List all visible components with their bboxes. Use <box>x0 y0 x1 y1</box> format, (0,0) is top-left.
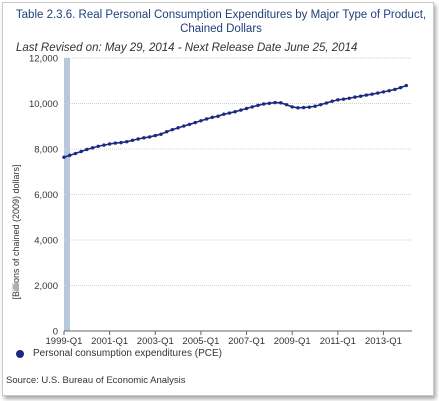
data-point-2011-Q1 <box>336 98 340 102</box>
series-layer <box>62 83 408 159</box>
data-point-2002-Q4 <box>147 135 152 139</box>
chart-panel: Table 2.3.6. Real Personal Consumption E… <box>2 2 434 396</box>
y-tick-label-2: 4,000 <box>34 236 58 247</box>
data-point-2011-Q4 <box>353 95 357 99</box>
chart-title-line-1: Table 2.3.6. Real Personal Consumption E… <box>15 9 427 21</box>
data-point-2010-Q4 <box>330 99 334 103</box>
data-point-2004-Q1 <box>176 126 180 130</box>
data-point-2006-Q3 <box>233 109 237 114</box>
source-note: Source: U.S. Bureau of Economic Analysis <box>6 375 186 386</box>
data-point-2005-Q3 <box>210 115 215 120</box>
data-point-2009-Q4 <box>307 105 312 109</box>
data-point-2012-Q4 <box>376 91 380 95</box>
data-point-2009-Q1 <box>290 105 294 109</box>
data-point-2003-Q3 <box>164 130 169 134</box>
y-tick-label-5: 10,000 <box>29 99 58 110</box>
chart-title: Table 2.3.6. Real Personal Consumption E… <box>11 8 431 36</box>
chart-legend: Personal consumption expenditures (PCE) <box>16 348 222 359</box>
legend-label: Personal consumption expenditures (PCE) <box>33 348 222 359</box>
data-point-1999-Q1 <box>62 155 66 159</box>
data-point-2007-Q4 <box>261 102 266 106</box>
y-tick-label-4: 8,000 <box>34 145 58 156</box>
data-point-2010-Q1 <box>313 104 317 108</box>
data-point-2010-Q3 <box>324 101 329 105</box>
data-point-1999-Q4 <box>79 149 83 154</box>
data-point-2005-Q1 <box>199 119 203 123</box>
tick-label-layer: 0 2,000 4,000 6,000 8,000 10,000 12,000 1999-Q1… <box>29 54 402 348</box>
y-axis-label: [Billions of chained (2009) dollars] <box>11 164 21 299</box>
axis-layer <box>63 330 412 335</box>
data-point-2002-Q1 <box>130 138 135 143</box>
data-point-2009-Q2 <box>296 106 300 110</box>
data-point-2000-Q2 <box>90 146 95 150</box>
chart-title-line-2: Chained Dollars <box>180 23 262 35</box>
data-point-2001-Q1 <box>107 142 112 146</box>
data-point-2007-Q2 <box>250 105 254 109</box>
data-point-2000-Q3 <box>96 144 100 148</box>
x-tick-label-7: 2013-Q1 <box>365 336 402 347</box>
data-point-2013-Q4 <box>398 85 403 90</box>
x-tick-label-4: 2007-Q1 <box>228 336 265 347</box>
data-point-2002-Q2 <box>136 137 140 141</box>
data-point-2010-Q2 <box>319 102 323 107</box>
data-point-2004-Q2 <box>182 124 186 128</box>
data-point-2013-Q3 <box>393 87 397 92</box>
x-tick-label-0: 1999-Q1 <box>46 336 83 347</box>
data-point-2000-Q4 <box>102 143 106 147</box>
data-point-2007-Q1 <box>244 106 249 111</box>
data-point-2012-Q3 <box>370 92 374 96</box>
x-tick-label-1: 2001-Q1 <box>91 336 128 347</box>
data-point-2007-Q3 <box>256 103 260 108</box>
data-point-2001-Q3 <box>119 140 123 145</box>
data-point-2006-Q1 <box>222 112 226 116</box>
gridline-layer <box>64 57 412 286</box>
data-point-2003-Q1 <box>153 133 157 138</box>
data-point-2004-Q3 <box>187 122 192 127</box>
x-tick-label-5: 2009-Q1 <box>274 336 311 347</box>
data-point-2001-Q2 <box>113 141 118 145</box>
data-point-2001-Q4 <box>125 140 129 144</box>
y-tick-label-3: 6,000 <box>34 190 58 201</box>
data-point-2005-Q2 <box>204 117 209 121</box>
data-point-1999-Q2 <box>68 153 72 158</box>
data-point-2011-Q2 <box>341 97 346 101</box>
data-point-2011-Q3 <box>347 96 351 100</box>
data-point-2014-Q1 <box>404 83 408 88</box>
y-tick-label-0: 0 <box>53 327 58 338</box>
data-point-2005-Q4 <box>216 114 220 118</box>
data-point-2008-Q1 <box>267 101 272 105</box>
data-point-2008-Q2 <box>273 100 277 105</box>
data-point-2008-Q3 <box>279 101 283 105</box>
x-tick-label-6: 2011-Q1 <box>320 336 356 347</box>
data-point-2008-Q4 <box>284 102 289 107</box>
data-point-2012-Q1 <box>358 94 363 98</box>
data-point-2003-Q4 <box>170 127 175 132</box>
data-point-2002-Q3 <box>142 136 146 140</box>
data-point-2013-Q2 <box>387 89 391 93</box>
data-point-2012-Q2 <box>364 93 369 97</box>
y-tick-label-1: 2,000 <box>34 281 58 292</box>
data-point-2009-Q3 <box>301 105 306 110</box>
data-point-2000-Q1 <box>85 147 89 152</box>
data-point-2003-Q2 <box>159 132 163 136</box>
data-point-2006-Q2 <box>227 111 232 115</box>
x-tick-label-2: 2003-Q1 <box>137 336 174 347</box>
x-tick-label-3: 2005-Q1 <box>182 336 219 347</box>
revision-note: Last Revised on: May 29, 2014 - Next Rel… <box>16 42 358 54</box>
data-point-2013-Q1 <box>381 90 386 94</box>
data-point-2006-Q4 <box>239 108 243 112</box>
legend-marker <box>16 349 24 358</box>
y-tick-label-6: 12,000 <box>29 54 58 65</box>
data-point-1999-Q3 <box>73 151 78 156</box>
data-point-2004-Q4 <box>193 120 197 125</box>
